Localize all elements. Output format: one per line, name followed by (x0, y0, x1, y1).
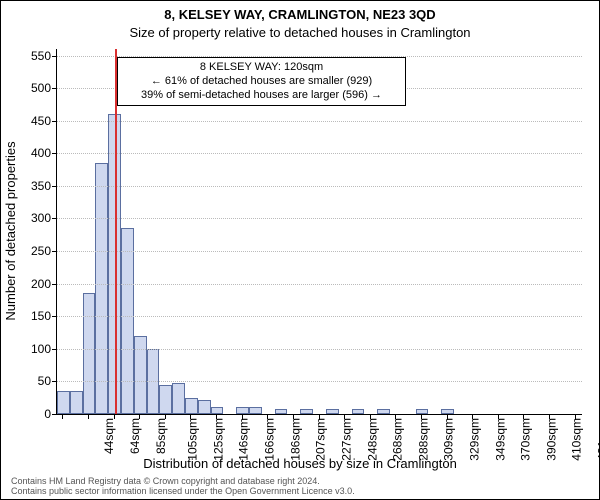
chart-title-address: 8, KELSEY WAY, CRAMLINGTON, NE23 3QD (1, 7, 599, 22)
grid-line (57, 284, 582, 285)
y-axis-label: Number of detached properties (3, 141, 18, 320)
x-tick-label: 207sqm (314, 418, 328, 461)
annotation-line2: ← 61% of detached houses are smaller (92… (124, 75, 399, 89)
y-tick-label: 100 (6, 342, 51, 356)
histogram-bar (134, 336, 147, 414)
grid-line (57, 153, 582, 154)
histogram-bar (172, 383, 185, 414)
histogram-bar (326, 409, 339, 414)
histogram-bar (57, 391, 70, 414)
grid-line (57, 251, 582, 252)
y-tick-label: 550 (6, 49, 51, 63)
y-tick-label: 50 (6, 374, 51, 388)
histogram-bar (300, 409, 313, 414)
histogram-bar (236, 407, 249, 414)
annotation-box: 8 KELSEY WAY: 120sqm ← 61% of detached h… (117, 57, 406, 106)
x-tick-label: 125sqm (212, 418, 226, 461)
y-tick-label: 300 (6, 211, 51, 225)
x-tick-label: 349sqm (493, 418, 507, 461)
x-tick-label: 64sqm (128, 418, 142, 454)
x-tick-label: 85sqm (154, 418, 168, 454)
y-tick-label: 0 (6, 407, 51, 421)
histogram-bar (121, 228, 134, 414)
grid-line (57, 316, 582, 317)
plot-area: 8 KELSEY WAY: 120sqm ← 61% of detached h… (56, 49, 582, 415)
x-tick-label: 431sqm (596, 418, 600, 461)
x-tick-label: 329sqm (468, 418, 482, 461)
histogram-bar (377, 409, 390, 414)
histogram-bar (70, 391, 83, 414)
y-tick-label: 500 (6, 81, 51, 95)
histogram-bar (159, 385, 172, 414)
grid-line (57, 218, 582, 219)
x-tick-label: 166sqm (263, 418, 277, 461)
x-tick-label: 248sqm (365, 418, 379, 461)
annotation-line1: 8 KELSEY WAY: 120sqm (124, 61, 399, 75)
grid-line (57, 121, 582, 122)
chart-title-subtitle: Size of property relative to detached ho… (1, 25, 599, 40)
x-tick-label: 309sqm (442, 418, 456, 461)
grid-line (57, 381, 582, 382)
x-tick-label: 146sqm (237, 418, 251, 461)
grid-line (57, 186, 582, 187)
histogram-bar (198, 400, 211, 414)
x-tick-label: 390sqm (544, 418, 558, 461)
histogram-bar (83, 293, 96, 414)
x-tick-label: 44sqm (102, 418, 116, 454)
y-tick-label: 350 (6, 179, 51, 193)
histogram-bar (95, 163, 108, 414)
x-tick-label: 105sqm (186, 418, 200, 461)
x-tick-label: 268sqm (391, 418, 405, 461)
y-tick-label: 200 (6, 277, 51, 291)
annotation-line3: 39% of semi-detached houses are larger (… (124, 89, 399, 103)
footnote: Contains HM Land Registry data © Crown c… (11, 477, 355, 497)
y-tick-label: 450 (6, 114, 51, 128)
x-tick-label: 288sqm (416, 418, 430, 461)
y-tick-label: 150 (6, 309, 51, 323)
histogram-bar (211, 407, 224, 414)
histogram-bar (275, 409, 288, 414)
histogram-bar (185, 398, 198, 414)
x-tick-label: 410sqm (570, 418, 584, 461)
y-tick-label: 250 (6, 244, 51, 258)
histogram-bar (352, 409, 365, 414)
y-tick-label: 400 (6, 146, 51, 160)
x-tick-label: 186sqm (288, 418, 302, 461)
chart-container: 8, KELSEY WAY, CRAMLINGTON, NE23 3QD Siz… (0, 0, 600, 500)
x-axis-label: Distribution of detached houses by size … (1, 456, 599, 471)
x-tick-label: 227sqm (340, 418, 354, 461)
x-tick-label: 370sqm (519, 418, 533, 461)
histogram-bar (249, 407, 262, 414)
grid-line (57, 349, 582, 350)
